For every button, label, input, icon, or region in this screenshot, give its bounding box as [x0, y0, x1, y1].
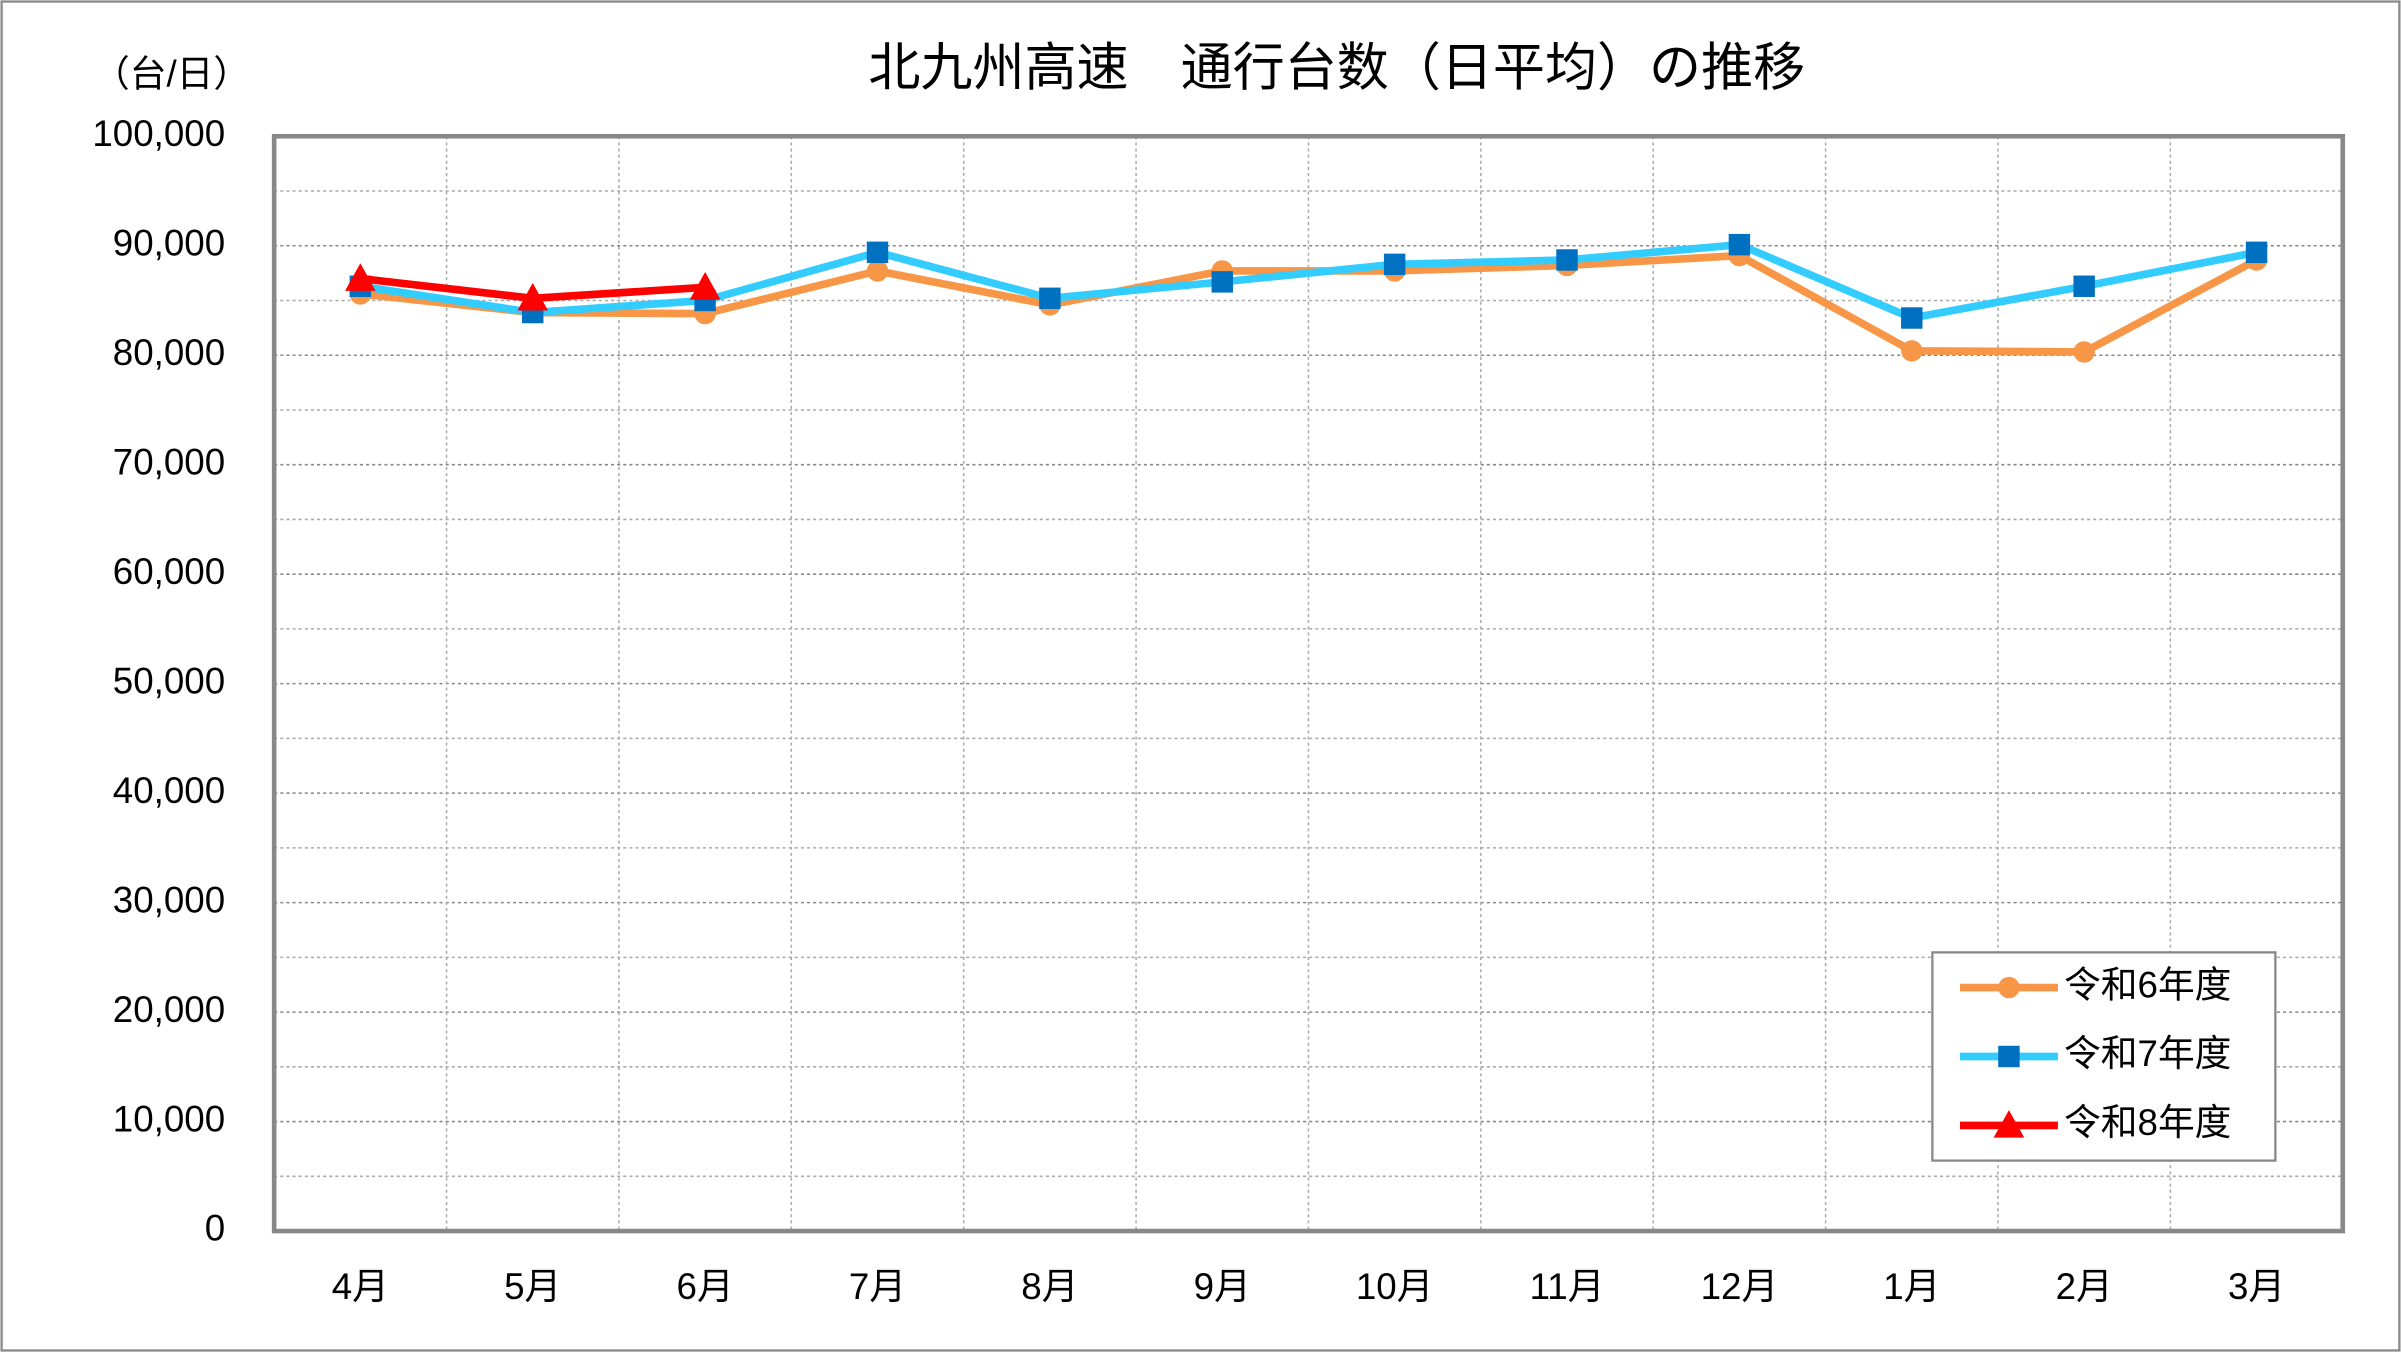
legend-marker — [1993, 1110, 2025, 1138]
legend-label: 令和6年度 — [2064, 964, 2231, 1005]
x-tick-label: 11月 — [1530, 1266, 1605, 1307]
data-point — [1901, 340, 1923, 362]
y-tick-label: 70,000 — [113, 441, 225, 482]
y-tick-label: 30,000 — [113, 879, 225, 920]
y-tick-label: 80,000 — [113, 332, 225, 373]
x-tick-label: 5月 — [504, 1266, 561, 1307]
x-tick-label: 4月 — [332, 1266, 389, 1307]
y-tick-label: 100,000 — [92, 113, 225, 154]
data-point — [1901, 307, 1923, 329]
y-tick-label: 50,000 — [113, 660, 225, 701]
x-tick-label: 3月 — [2228, 1266, 2285, 1307]
x-tick-label: 1月 — [1883, 1266, 1940, 1307]
x-tick-label: 10月 — [1356, 1266, 1434, 1307]
data-point — [517, 282, 549, 311]
x-tick-label: 12月 — [1701, 1266, 1779, 1307]
legend-label: 令和7年度 — [2064, 1033, 2231, 1074]
y-tick-label: 20,000 — [113, 989, 225, 1030]
legend-marker — [1998, 1045, 2020, 1068]
y-tick-label: 40,000 — [113, 770, 225, 811]
x-tick-label: 8月 — [1021, 1266, 1078, 1307]
y-tick-label: 60,000 — [113, 551, 225, 592]
data-point — [866, 260, 889, 282]
plot-border — [271, 133, 2346, 1234]
x-tick-label: 2月 — [2056, 1266, 2113, 1307]
x-tick-label: 6月 — [677, 1266, 734, 1307]
data-point — [2073, 341, 2095, 363]
data-point — [1039, 287, 1061, 310]
y-tick-label: 0 — [205, 1208, 225, 1249]
data-point — [1383, 253, 1406, 276]
x-tick-label: 7月 — [849, 1266, 906, 1307]
data-point — [2245, 241, 2268, 264]
data-point — [866, 241, 889, 264]
data-point — [2073, 275, 2095, 297]
series-line — [359, 240, 2258, 322]
data-point — [1728, 233, 1751, 256]
y-tick-label: 10,000 — [113, 1098, 225, 1139]
legend-label: 令和8年度 — [2064, 1102, 2231, 1143]
data-point — [1211, 271, 1233, 293]
chart-title: 北九州高速 通行台数（日平均）の推移 — [868, 40, 1805, 98]
y-tick-label: 90,000 — [113, 222, 225, 263]
x-tick-label: 9月 — [1194, 1266, 1251, 1307]
data-point — [1556, 249, 1578, 271]
data-point — [345, 263, 376, 291]
data-point — [689, 272, 721, 300]
legend-marker — [1998, 976, 2020, 999]
y-axis-label: （台/日） — [93, 53, 250, 94]
